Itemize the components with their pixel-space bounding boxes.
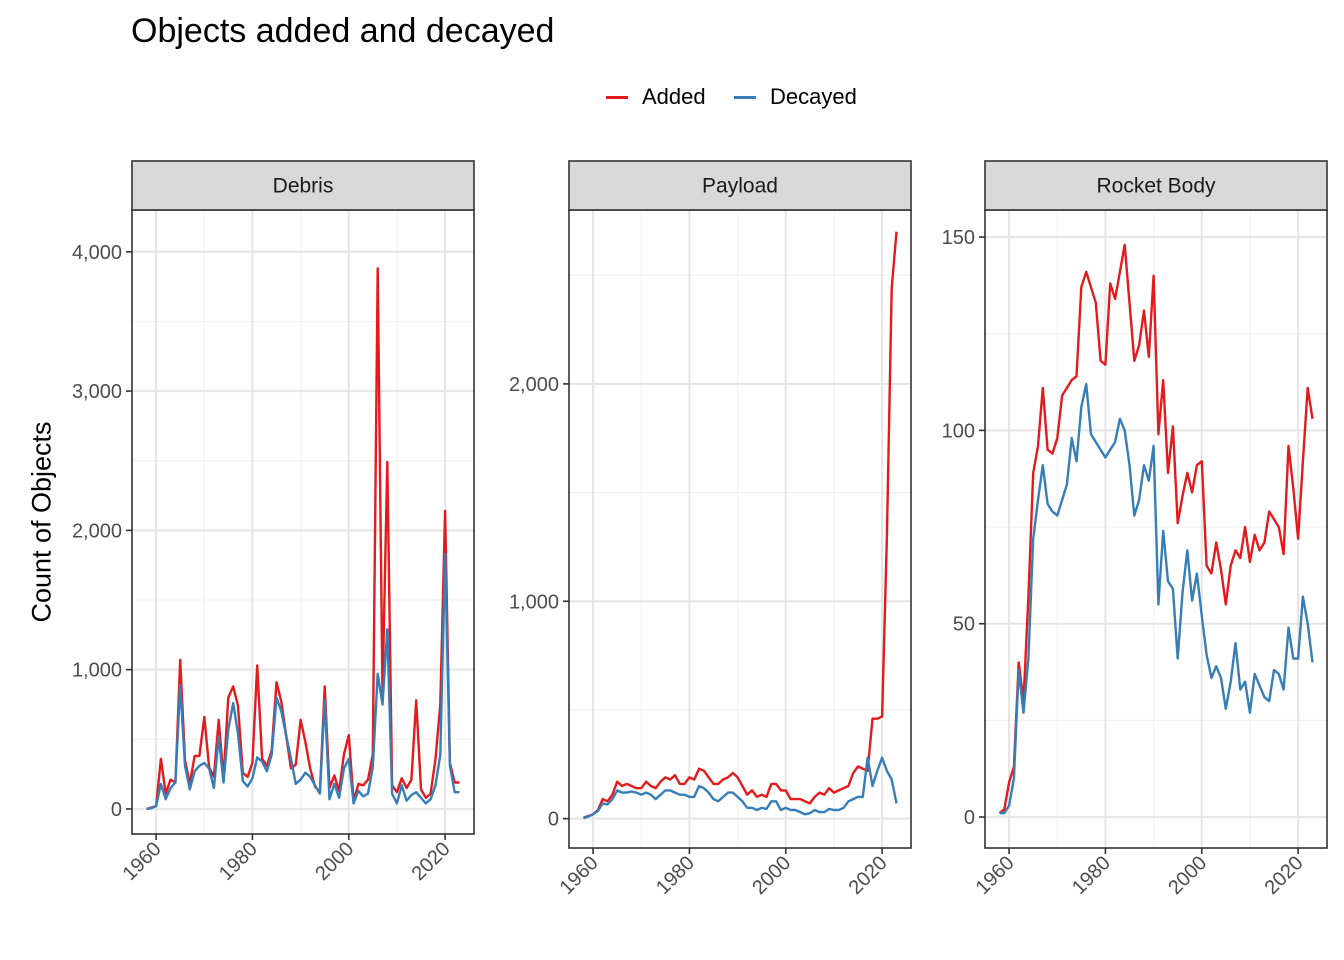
y-tick-label: 150: [942, 227, 975, 249]
series-line-decayed: [583, 756, 898, 820]
chart-title: Objects added and decayed: [131, 12, 555, 50]
y-tick-label: 100: [942, 420, 975, 442]
series-line-added: [146, 267, 460, 811]
y-tick-label: 2,000: [72, 520, 122, 542]
y-tick-label: 2,000: [509, 374, 559, 396]
y-tick-label: 0: [111, 799, 122, 821]
legend-label-decayed: Decayed: [770, 84, 857, 109]
strip-background: [568, 160, 912, 211]
x-tick-label: 1980: [652, 852, 699, 899]
strip-label: Rocket Body: [1096, 175, 1216, 198]
series-line-decayed: [146, 552, 460, 811]
panel-background: [569, 210, 911, 848]
x-tick-label: 1980: [1068, 852, 1115, 899]
y-tick-label: 50: [953, 614, 975, 636]
y-tick-label: 4,000: [72, 242, 122, 264]
x-tick-label: 1960: [119, 838, 166, 885]
legend-label-added: Added: [642, 84, 706, 109]
y-tick-label: 1,000: [509, 591, 559, 613]
x-tick-label: 1980: [215, 838, 262, 885]
legend: Added Decayed: [0, 82, 1344, 112]
panel-rocket-body: Rocket Body 0 50 100 150 1960 1980 2000 2020: [942, 160, 1328, 899]
strip-label: Payload: [702, 175, 778, 198]
series-line-added: [583, 231, 898, 819]
x-tick-label: 2020: [845, 852, 892, 899]
x-tick-label: 2020: [1261, 852, 1308, 899]
legend-key-decayed: [734, 95, 756, 99]
y-tick-label: 3,000: [72, 381, 122, 403]
series-line-decayed: [999, 382, 1314, 815]
x-tick-label: 2000: [311, 838, 358, 885]
strip-background: [984, 160, 1328, 211]
series-line-added: [998, 243, 1314, 815]
legend-key-added: [606, 95, 628, 99]
y-tick-label: 0: [964, 807, 975, 829]
panel-debris: Debris 0 1,000 2,000 3,000 4,000 1960 1980 2000 2…: [72, 160, 475, 885]
x-tick-label: 2000: [1164, 852, 1211, 899]
strip-background: [131, 160, 475, 211]
y-tick-label: 0: [548, 809, 559, 831]
legend-item-added: Added: [606, 82, 706, 112]
x-tick-label: 2020: [408, 838, 455, 885]
panel-payload: Payload 0 1,000 2,000 1960 1980 2000 2020: [509, 160, 912, 899]
x-tick-label: 1960: [556, 852, 603, 899]
y-tick-label: 1,000: [72, 660, 122, 682]
strip-label: Debris: [273, 175, 334, 198]
legend-item-decayed: Decayed: [734, 82, 857, 112]
x-tick-label: 1960: [972, 852, 1019, 899]
x-tick-label: 2000: [748, 852, 795, 899]
